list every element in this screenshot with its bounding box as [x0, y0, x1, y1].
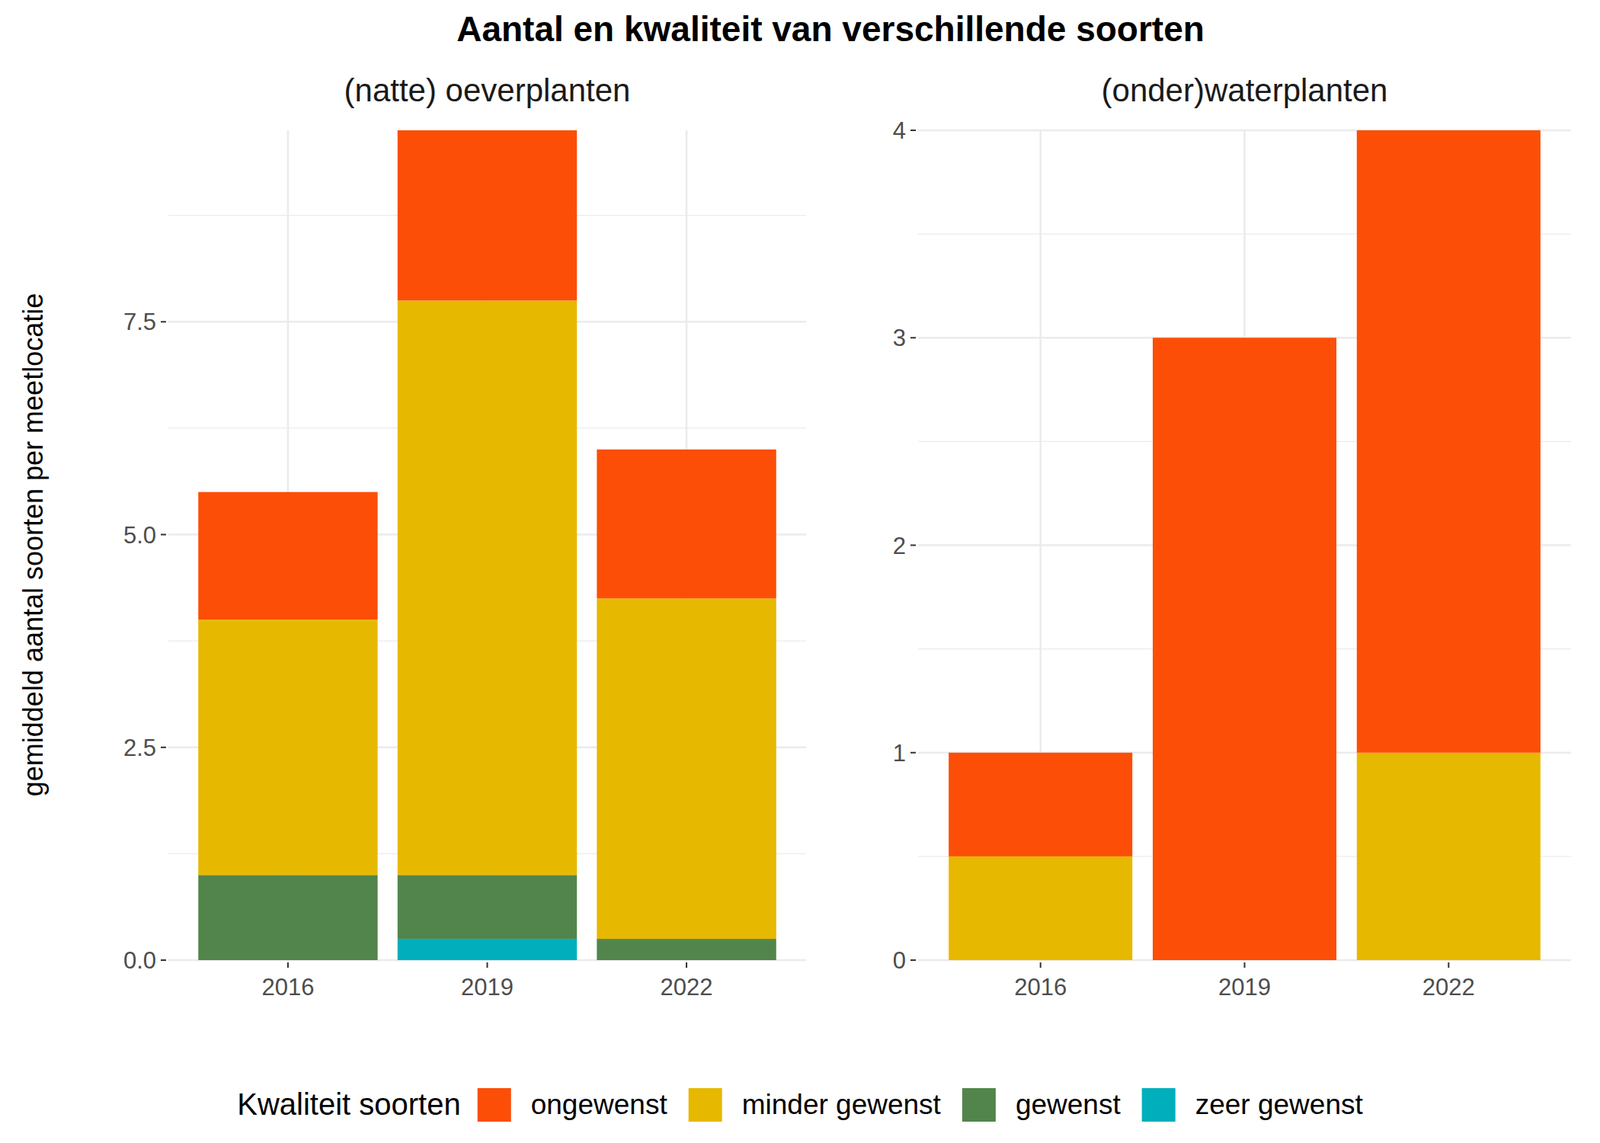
x-tick	[486, 962, 489, 968]
legend-label: minder gewenst	[742, 1088, 942, 1120]
x-tick	[685, 962, 688, 968]
y-tick-label: 3	[892, 324, 906, 352]
bar-segment	[397, 130, 577, 301]
y-tick-label: 2.5	[123, 734, 157, 762]
legend-label: gewenst	[1015, 1088, 1122, 1120]
legend-swatch	[688, 1088, 723, 1122]
legend-title: Kwaliteit soorten	[236, 1087, 461, 1121]
x-tick	[287, 962, 289, 968]
x-tick	[1447, 962, 1450, 968]
y-tick	[910, 752, 916, 754]
y-tick-label: 4	[892, 117, 906, 144]
y-tick-label: 0.0	[123, 947, 157, 974]
y-tick	[160, 320, 167, 323]
panel-title: (natte) oeverplanten	[344, 72, 631, 109]
y-tick	[160, 746, 167, 749]
panel-title: (onder)waterplanten	[1101, 72, 1389, 109]
x-tick-label: 2016	[261, 973, 314, 1001]
bar-segment	[198, 874, 378, 960]
legend-swatch	[962, 1088, 996, 1122]
y-tick-label: 2	[892, 532, 906, 560]
x-tick	[1040, 962, 1042, 968]
y-tick-label: 1	[892, 739, 906, 767]
title: Aantal en kwaliteit van verschillende so…	[456, 9, 1205, 49]
legend-label: ongewenst	[531, 1088, 669, 1120]
x-tick-label: 2022	[1422, 973, 1476, 1001]
bar-segment	[948, 856, 1133, 960]
bar-segment	[596, 598, 776, 939]
y-axis-label: gemiddeld aantal soorten per meetlocatie	[17, 293, 49, 797]
chart: Aantal en kwaliteit van verschillende so…	[0, 0, 1600, 1143]
y-tick-label: 5.0	[123, 521, 157, 549]
bar-segment	[397, 874, 577, 939]
bar-segment	[397, 938, 577, 960]
background	[0, 0, 1600, 1143]
bars	[948, 130, 1541, 960]
bar-segment	[198, 492, 378, 621]
bar-segment	[948, 752, 1133, 857]
panel: (natte) oeverplanten 0.0 2.5 5.0 7.5 2016 2019…	[123, 72, 807, 1001]
legend-swatch	[477, 1088, 512, 1122]
bar-segment	[596, 938, 776, 960]
bar-segment	[1356, 752, 1541, 960]
y-tick-label: 0	[892, 947, 906, 974]
y-tick	[910, 336, 916, 339]
bar-segment	[1152, 337, 1337, 960]
legend-label: zeer gewenst	[1195, 1088, 1364, 1120]
legend-swatch	[1142, 1088, 1176, 1122]
legend: Kwaliteit soorten ongewenst minder gewenst…	[236, 1087, 1364, 1122]
y-tick	[910, 959, 916, 961]
x-tick-label: 2016	[1014, 973, 1067, 1001]
x-tick-label: 2019	[460, 973, 514, 1001]
bar-segment	[596, 449, 776, 599]
x-tick	[1244, 962, 1246, 968]
panel: (onder)waterplanten 0 1 2 3 4 2016 2019 2022	[892, 72, 1572, 1001]
bar-segment	[1356, 130, 1541, 753]
bars	[198, 130, 777, 960]
y-tick	[160, 534, 167, 536]
x-tick-label: 2019	[1218, 973, 1271, 1001]
y-tick	[160, 959, 167, 961]
x-tick-label: 2022	[660, 973, 714, 1001]
y-tick-label: 7.5	[123, 308, 157, 336]
bar-segment	[397, 300, 577, 875]
bar-segment	[198, 619, 378, 875]
y-tick	[910, 129, 916, 132]
y-tick	[910, 544, 916, 547]
